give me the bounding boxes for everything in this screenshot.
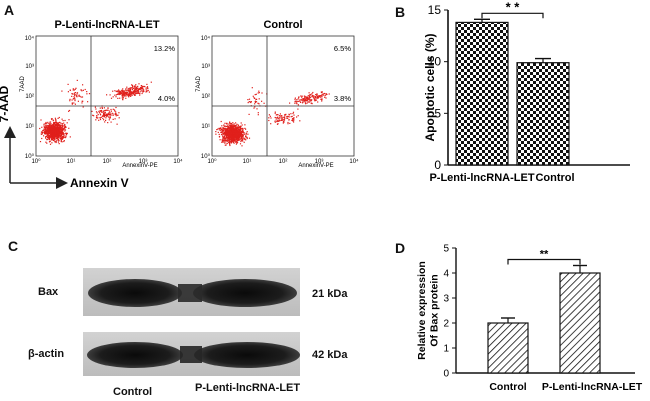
plot-2-y-label: 7AAD: [196, 76, 202, 92]
svg-text:10¹: 10¹: [67, 159, 76, 165]
blot-row-label-actin: β-actin: [28, 348, 65, 360]
plot-2-lower-right-percent: 3.8%: [334, 94, 351, 103]
svg-text:10³: 10³: [139, 159, 148, 165]
category-label-0: Control: [489, 381, 526, 393]
western-blot-panel: [83, 268, 300, 376]
y-tick-label: 0: [443, 368, 449, 379]
plot-2-y-ticks: 10⁰ 10¹ 10² 10³ 10⁴: [201, 35, 211, 160]
svg-text:10³: 10³: [201, 64, 210, 70]
svg-text:10⁴: 10⁴: [25, 35, 35, 42]
svg-text:10²: 10²: [279, 159, 288, 165]
svg-text:10²: 10²: [201, 94, 210, 100]
bar-1: [516, 62, 570, 166]
svg-text:10²: 10²: [25, 94, 34, 100]
significance-bracket: [507, 258, 581, 265]
y-tick-label: 0: [434, 158, 441, 172]
panel-a-letter: A: [4, 2, 15, 18]
blot-lane-control: Control: [113, 386, 153, 398]
blot-lane-treated: P-Lenti-lncRNA-LET: [195, 382, 301, 394]
category-label-1: Control: [535, 172, 574, 184]
y-tick-label: 15: [428, 3, 442, 17]
y-axis-label: Of Bax protein: [429, 274, 441, 346]
y-tick-label: 2: [443, 318, 449, 329]
blot-row-label-bax: Bax: [38, 286, 59, 298]
bar-0: [487, 322, 529, 374]
bax-band-control: [88, 279, 182, 307]
panel-d-letter: D: [395, 240, 406, 256]
svg-text:10⁰: 10⁰: [201, 153, 211, 160]
blot-size-bax: 21 kDa: [312, 288, 348, 300]
significance-stars: * *: [506, 0, 521, 14]
svg-text:10⁴: 10⁴: [349, 158, 359, 165]
svg-text:10³: 10³: [315, 159, 324, 165]
actin-band-control: [87, 342, 183, 368]
bax-band-treated: [193, 279, 297, 307]
flow-plot-1: [35, 35, 179, 157]
svg-text:10⁰: 10⁰: [207, 158, 217, 165]
significance-bracket: [481, 12, 544, 19]
actin-band-treated: [194, 342, 300, 368]
y-tick-label: 5: [443, 243, 449, 254]
svg-text:10⁴: 10⁴: [201, 35, 211, 42]
svg-text:10²: 10²: [103, 159, 112, 165]
plot-1-y-ticks: 10⁰ 10¹ 10² 10³ 10⁴: [25, 35, 35, 160]
plot-2-upper-right-percent: 6.5%: [334, 44, 351, 53]
plot-1-x-ticks: 10⁰ 10¹ 10² 10³ 10⁴: [31, 158, 183, 165]
svg-text:10⁰: 10⁰: [31, 158, 41, 165]
flow-cytometry-panel: 7-AAD Annexin V P-Lenti-lncRNA-LET 13.2%…: [0, 19, 359, 190]
panel-d-bar-chart: 0 1 2 3 4 5 Control P-Lenti-lncRNA-LET ** Relativ…: [416, 243, 643, 393]
svg-text:10¹: 10¹: [25, 124, 34, 130]
plot-2-x-label: AnnexinV-PE: [298, 163, 333, 169]
plot-2-x-ticks: 10⁰ 10¹ 10² 10³ 10⁴: [207, 158, 359, 165]
y-tick-label: 3: [443, 293, 449, 304]
bar-1: [559, 272, 601, 374]
y-tick-label: 4: [443, 268, 449, 279]
plot-1-title: P-Lenti-lncRNA-LET: [54, 19, 159, 31]
svg-text:10⁰: 10⁰: [25, 153, 35, 160]
plot-1-y-label: 7AAD: [20, 76, 26, 92]
plot-1-lower-right-percent: 4.0%: [158, 94, 175, 103]
svg-text:10¹: 10¹: [243, 159, 252, 165]
y-tick-label: 5: [434, 106, 441, 120]
svg-text:10³: 10³: [25, 64, 34, 70]
plot-1-upper-right-percent: 13.2%: [154, 44, 176, 53]
y-axis-label: Apoptotic cells (%): [423, 33, 437, 141]
y-tick-label: 10: [428, 55, 442, 69]
category-label-0: P-Lenti-lncRNA-LET: [429, 172, 534, 184]
svg-text:10⁴: 10⁴: [173, 158, 183, 165]
panel-b-letter: B: [395, 4, 406, 20]
plot-1-x-label: AnnexinV-PE: [122, 163, 157, 169]
category-label-1: P-Lenti-lncRNA-LET: [542, 381, 643, 393]
panel-b-bar-chart: 0 5 10 15 P-Lenti-lncRNA-LET Control * * Apopto…: [423, 0, 630, 184]
y-tick-label: 1: [443, 343, 449, 354]
y-axis-label: Relative expression: [416, 261, 428, 360]
panel-c-letter: C: [8, 238, 19, 254]
y-axis-label: 7-AAD: [0, 85, 11, 122]
significance-stars: **: [540, 249, 549, 261]
flow-plot-2: [211, 35, 355, 157]
bar-0: [455, 21, 509, 166]
plot-2-title: Control: [263, 19, 302, 31]
svg-text:10¹: 10¹: [201, 124, 210, 130]
blot-size-actin: 42 kDa: [312, 349, 348, 361]
x-axis-label: Annexin V: [70, 176, 129, 190]
